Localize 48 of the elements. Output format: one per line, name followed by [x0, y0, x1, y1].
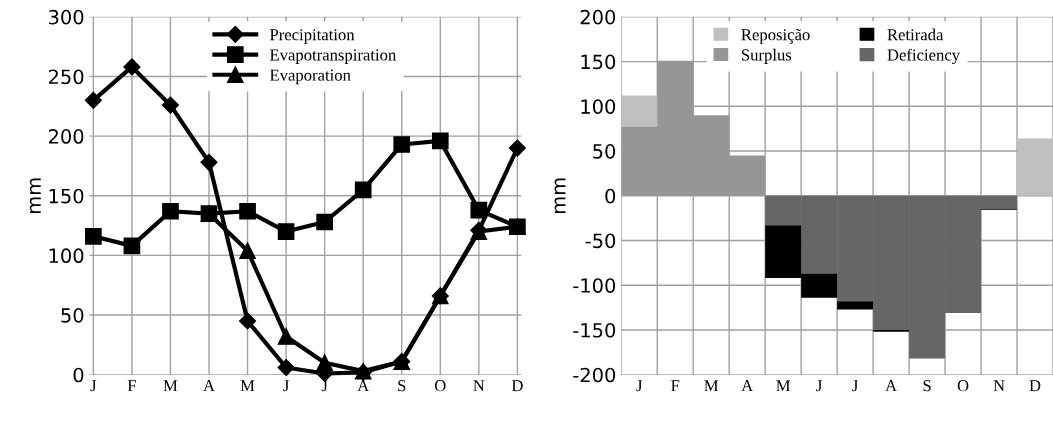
- y-tick-label: -50: [585, 233, 616, 249]
- y-tick-label: 0: [73, 367, 84, 383]
- x-tick-label: J: [90, 380, 97, 392]
- x-tick-label: O: [957, 380, 969, 392]
- legend-label: Deficiency: [887, 48, 960, 65]
- x-tick-label: J: [852, 380, 859, 392]
- x-tick-label: J: [636, 380, 643, 392]
- y-tick-label: 200: [48, 129, 84, 144]
- y-tick-label: 200: [580, 9, 616, 25]
- legend-label: Evaporation: [269, 69, 351, 85]
- y-tick-label: 0: [605, 188, 616, 204]
- x-tick-label: A: [203, 380, 215, 392]
- x-tick-label: M: [704, 380, 719, 392]
- x-tick-label: F: [127, 380, 136, 392]
- legend-label: Evapotranspiration: [269, 49, 397, 64]
- y-tick-label: -100: [573, 278, 616, 293]
- legend-label: Reposição: [741, 28, 810, 44]
- x-tick-label: A: [357, 380, 370, 392]
- y-tick-label: 250: [48, 69, 84, 85]
- x-tick-label: A: [741, 380, 754, 392]
- x-tick-label: O: [434, 380, 446, 392]
- legend-label: Retirada: [887, 28, 944, 41]
- x-tick-label: F: [671, 380, 680, 392]
- y-tick-label: -150: [573, 322, 616, 338]
- y-tick-label: 50: [593, 143, 616, 159]
- x-tick-label: N: [473, 380, 485, 392]
- y-tick-label: 100: [581, 99, 616, 114]
- x-tick-label: S: [923, 380, 931, 392]
- y-axis-title: mm: [554, 178, 566, 213]
- y-tick-label: 150: [581, 54, 616, 70]
- y-tick-label: 50: [61, 308, 84, 323]
- x-tick-label: M: [776, 380, 791, 392]
- legend-label: Surplus: [741, 48, 792, 64]
- x-tick-label: D: [511, 380, 523, 392]
- x-tick-label: S: [398, 380, 406, 392]
- y-tick-label: 150: [49, 188, 84, 204]
- x-tick-label: J: [816, 380, 823, 392]
- legend-label: Precipitation: [269, 29, 355, 44]
- y-axis-title: mm: [29, 178, 41, 213]
- y-tick-label: -200: [573, 367, 616, 383]
- x-tick-label: N: [993, 380, 1005, 392]
- x-tick-label: D: [1029, 380, 1041, 392]
- x-tick-label: M: [240, 380, 255, 392]
- x-tick-label: A: [885, 380, 897, 392]
- x-tick-label: M: [163, 380, 178, 392]
- y-tick-label: 100: [49, 248, 84, 264]
- y-tick-label: 300: [49, 9, 84, 25]
- x-tick-label: J: [283, 380, 289, 392]
